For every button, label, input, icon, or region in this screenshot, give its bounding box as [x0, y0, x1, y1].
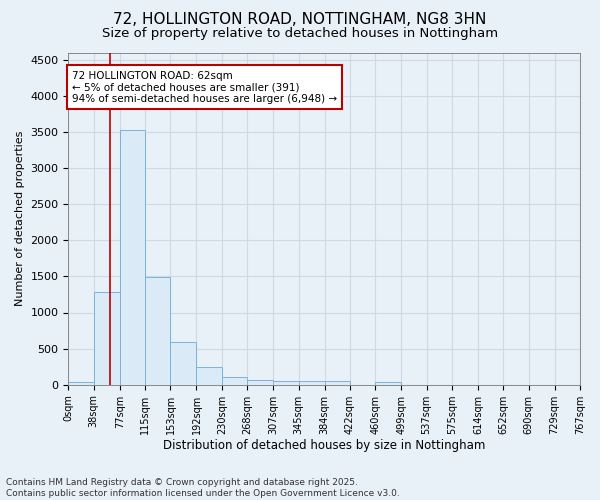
Bar	[94, 292, 120, 384]
Bar	[120, 130, 145, 384]
Bar	[247, 380, 273, 384]
Bar	[299, 381, 325, 384]
Bar	[222, 377, 247, 384]
Text: Size of property relative to detached houses in Nottingham: Size of property relative to detached ho…	[102, 28, 498, 40]
Y-axis label: Number of detached properties: Number of detached properties	[15, 131, 25, 306]
Bar	[196, 367, 222, 384]
Bar	[145, 277, 170, 384]
Bar	[273, 381, 299, 384]
X-axis label: Distribution of detached houses by size in Nottingham: Distribution of detached houses by size …	[163, 440, 485, 452]
Bar	[170, 342, 196, 384]
Bar	[68, 382, 94, 384]
Bar	[325, 381, 350, 384]
Text: 72 HOLLINGTON ROAD: 62sqm
← 5% of detached houses are smaller (391)
94% of semi-: 72 HOLLINGTON ROAD: 62sqm ← 5% of detach…	[72, 70, 337, 104]
Bar	[375, 382, 401, 384]
Text: 72, HOLLINGTON ROAD, NOTTINGHAM, NG8 3HN: 72, HOLLINGTON ROAD, NOTTINGHAM, NG8 3HN	[113, 12, 487, 28]
Text: Contains HM Land Registry data © Crown copyright and database right 2025.
Contai: Contains HM Land Registry data © Crown c…	[6, 478, 400, 498]
